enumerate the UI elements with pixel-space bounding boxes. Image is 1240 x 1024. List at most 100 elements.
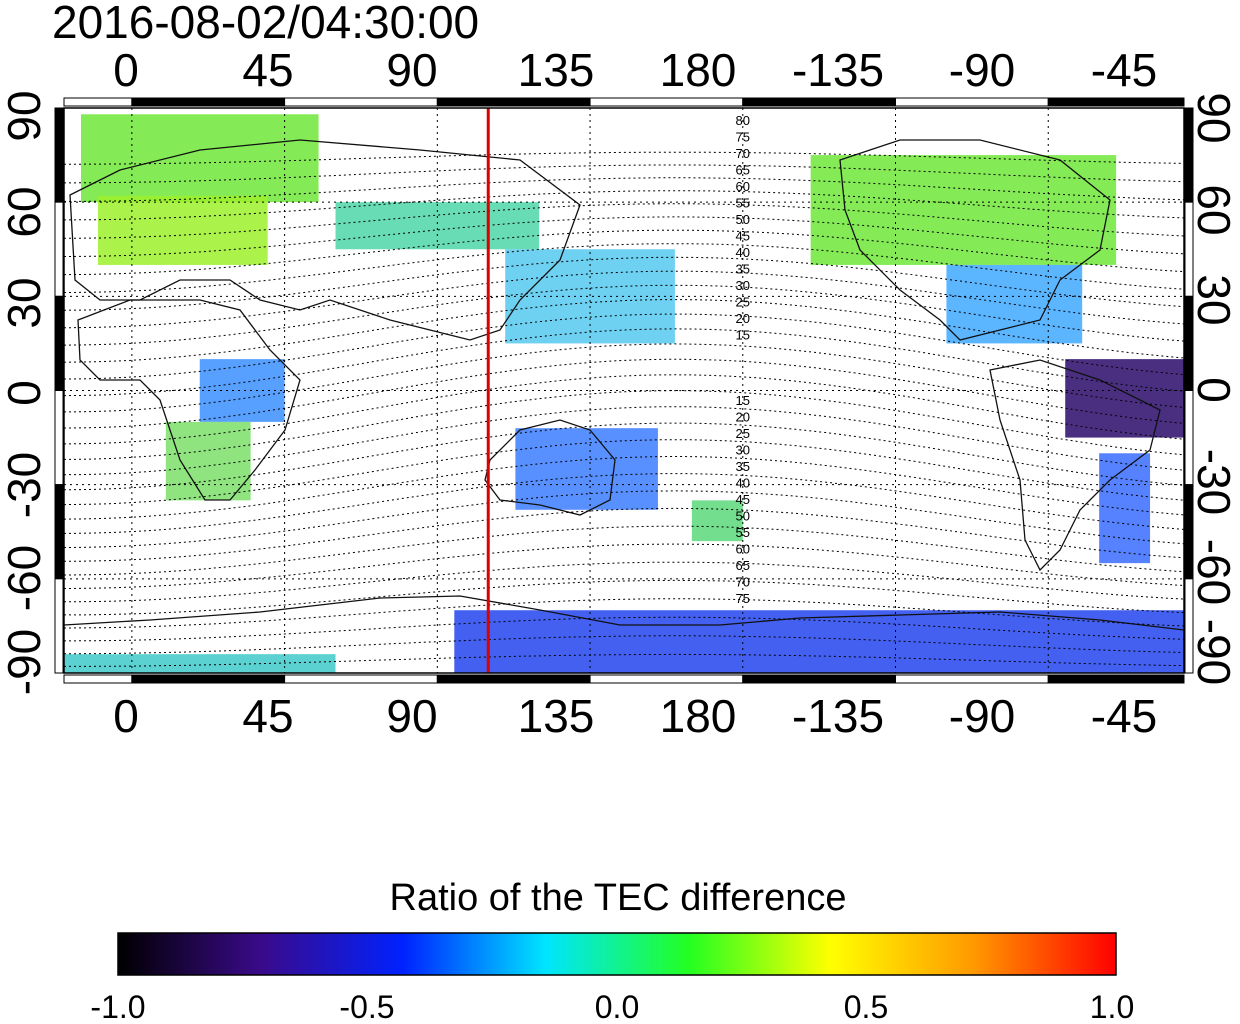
- map-title: 2016-08-02/04:30:00: [52, 0, 479, 48]
- contour-label: 75: [736, 591, 750, 606]
- top-lon-label: -90: [949, 44, 1015, 96]
- right-lat-label: -60: [1188, 539, 1240, 605]
- left-lat-label: 30: [0, 277, 50, 328]
- left-lat-label: 90: [0, 90, 50, 141]
- contour-label: 35: [736, 459, 750, 474]
- tec-region: [810, 155, 1117, 265]
- magnetic-contour: [63, 406, 1185, 476]
- coastline-antarctica: [63, 595, 1185, 631]
- contour-label: 25: [736, 426, 750, 441]
- frame-bar-top: [1047, 97, 1185, 107]
- contour-label: 50: [736, 212, 750, 227]
- right-lat-labels: 90 60 30 0 -30 -60 -90: [1188, 92, 1240, 685]
- frame-bar-bottom: [284, 674, 438, 684]
- contour-label: 45: [736, 492, 750, 507]
- contour-label: 20: [736, 410, 750, 425]
- frame-bar-left: [54, 107, 64, 203]
- magnetic-contour: [64, 653, 1185, 667]
- colorbar-tick-label: -0.5: [339, 989, 394, 1024]
- right-lat-label: 30: [1188, 274, 1240, 325]
- frame-bar-top: [436, 97, 591, 107]
- magnetic-contour: [63, 190, 1185, 221]
- bottom-lon-label: 45: [242, 690, 293, 742]
- tec-region: [97, 195, 268, 265]
- bottom-lon-label: 0: [113, 690, 139, 742]
- left-lat-label: 60: [0, 186, 50, 237]
- contour-label: 20: [736, 311, 750, 326]
- right-lat-label: -30: [1188, 449, 1240, 515]
- top-lon-label: -135: [792, 44, 884, 96]
- top-lon-label: -45: [1091, 44, 1157, 96]
- top-lon-label: 135: [518, 44, 595, 96]
- contour-label: 35: [736, 262, 750, 277]
- contour-label: 70: [736, 575, 750, 590]
- contour-label: 50: [736, 509, 750, 524]
- frame-bar-bottom: [1047, 674, 1185, 684]
- coastline-australia: [484, 419, 616, 516]
- contour-label: 30: [736, 278, 750, 293]
- frame-bar-right: [1184, 107, 1194, 203]
- colorbar-tick-labels: -1.0 -0.5 0.0 0.5 1.0: [90, 989, 1134, 1024]
- contour-label: 45: [736, 229, 750, 244]
- coastline-south-america: [989, 359, 1161, 572]
- colorbar: [117, 932, 1117, 976]
- contour-label: 40: [736, 476, 750, 491]
- magnetic-contour: [63, 374, 1185, 445]
- bottom-lon-label: 90: [386, 690, 437, 742]
- contour-label: 60: [736, 179, 750, 194]
- frame-bar-right: [1184, 201, 1194, 297]
- tec-region: [1099, 453, 1151, 564]
- frame-bar-top: [63, 97, 133, 107]
- contour-label: 25: [736, 295, 750, 310]
- map-panel: 8075706560555045403530252015152025303540…: [63, 107, 1185, 674]
- right-lat-label: -90: [1188, 619, 1240, 685]
- colorbar-tick-label: 0.0: [595, 989, 639, 1024]
- tec-region: [691, 500, 743, 542]
- frame-bar-bottom: [131, 674, 286, 684]
- contour-label: 55: [736, 196, 750, 211]
- coastline-africa: [77, 299, 301, 501]
- right-lat-label: 60: [1188, 184, 1240, 235]
- magnetic-contour: [63, 343, 1185, 413]
- tec-region: [199, 359, 285, 422]
- magnetic-latitude-contours: [63, 151, 1185, 667]
- bottom-lon-label: 180: [660, 690, 737, 742]
- frame-bar-top: [284, 97, 438, 107]
- magnetic-contour: [63, 358, 1185, 429]
- top-lon-label: 90: [386, 44, 437, 96]
- bottom-lon-label: -45: [1091, 690, 1157, 742]
- magnetic-contour: [63, 216, 1185, 257]
- frame-bar-left: [54, 390, 64, 486]
- top-lon-labels: 0 45 90 135 180 -135 -90 -45: [113, 44, 1157, 96]
- right-lat-label: 90: [1188, 92, 1240, 143]
- bottom-lon-label: -135: [792, 690, 884, 742]
- contour-label: 60: [736, 542, 750, 557]
- magnetic-contour: [63, 598, 1185, 629]
- right-lat-label: 0: [1188, 377, 1240, 403]
- magnetic-contour: [63, 543, 1185, 589]
- top-lon-label: 0: [113, 44, 139, 96]
- contour-label: 15: [736, 393, 750, 408]
- left-lat-label: -90: [0, 629, 50, 695]
- left-lat-label: -30: [0, 452, 50, 518]
- frame-bar-top: [742, 97, 897, 107]
- left-lat-labels: 90 60 30 0 -30 -60 -90: [0, 90, 50, 695]
- tec-region: [1065, 359, 1184, 438]
- magnetic-contour: [64, 177, 1185, 202]
- magnetic-contour: [63, 561, 1185, 603]
- map-frame: [63, 107, 1185, 674]
- bottom-lon-label: 135: [518, 690, 595, 742]
- frame-bar-right: [1184, 390, 1194, 486]
- magnetic-contour: [64, 579, 1185, 616]
- top-lon-label: 45: [242, 44, 293, 96]
- contour-label: 65: [736, 163, 750, 178]
- frame-bar-bottom: [742, 674, 897, 684]
- frame-bar-left: [54, 578, 64, 674]
- frame-bar-right: [1184, 484, 1194, 580]
- colorbar-title: Ratio of the TEC difference: [390, 877, 847, 919]
- top-lon-label: 180: [660, 44, 737, 96]
- frame-bar-left: [54, 295, 64, 392]
- coastline-north-america: [839, 139, 1111, 341]
- contour-label: 80: [736, 113, 750, 128]
